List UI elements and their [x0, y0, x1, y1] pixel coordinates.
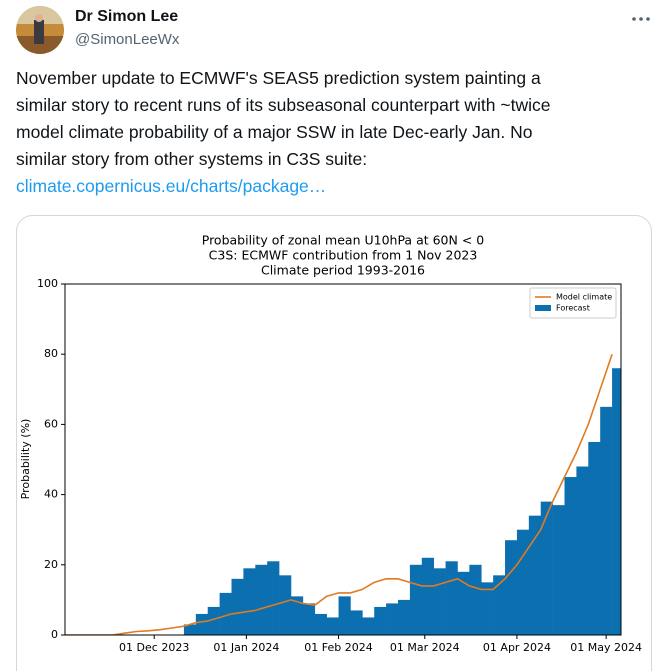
- bar: [576, 466, 589, 635]
- bar: [338, 596, 351, 635]
- line: [65, 353, 613, 635]
- x-tick-label: 01 Mar 2024: [390, 641, 460, 654]
- tweet-text: similar story from other systems in C3S …: [16, 149, 368, 169]
- bar: [552, 505, 565, 635]
- bar: [350, 610, 363, 635]
- bar: [528, 515, 542, 635]
- bar: [243, 568, 256, 635]
- bar: [267, 561, 280, 635]
- bar: [195, 613, 209, 635]
- bar: [231, 578, 244, 635]
- user-handle[interactable]: @SimonLeeWx: [75, 31, 180, 48]
- bar: [481, 582, 494, 635]
- bar: [314, 613, 327, 635]
- bar: [183, 624, 197, 635]
- bar: [219, 592, 232, 635]
- bar: [398, 599, 411, 635]
- bar: [564, 477, 577, 635]
- legend-label: Forecast: [556, 304, 590, 313]
- bar: [279, 575, 292, 635]
- bar: [362, 617, 375, 635]
- bar: [457, 571, 470, 635]
- y-tick-label: 20: [44, 558, 58, 571]
- more-button[interactable]: [632, 17, 650, 21]
- bar: [445, 561, 458, 635]
- chart-title: Probability of zonal mean U10hPa at 60N …: [202, 233, 485, 248]
- y-tick-label: 100: [37, 277, 58, 290]
- bar: [516, 529, 530, 635]
- bar: [302, 603, 316, 635]
- plot-area: [65, 353, 621, 635]
- chart-subtitle: C3S: ECMWF contribution from 1 Nov 2023: [209, 248, 478, 263]
- user-name[interactable]: Dr Simon Lee: [75, 8, 179, 25]
- bar: [600, 406, 613, 635]
- bar: [505, 540, 518, 635]
- bar: [255, 564, 268, 635]
- bar: [290, 596, 304, 635]
- y-tick-label: 40: [44, 488, 58, 501]
- bar: [207, 606, 220, 635]
- bar: [421, 557, 434, 635]
- media-card[interactable]: [16, 215, 652, 671]
- bar: [409, 564, 423, 635]
- x-tick-label: 01 Jan 2024: [213, 641, 279, 654]
- x-tick-label: 01 Apr 2024: [483, 641, 551, 654]
- legend-label: Model climate: [556, 293, 612, 302]
- y-tick-label: 0: [51, 628, 58, 641]
- bar: [326, 617, 339, 635]
- x-tick-label: 01 Feb 2024: [304, 641, 372, 654]
- y-axis-label: Probability (%): [19, 419, 32, 500]
- bar: [469, 564, 482, 635]
- y-tick-label: 80: [44, 347, 58, 360]
- bar: [540, 501, 553, 635]
- y-tick-label: 60: [44, 417, 58, 430]
- tweet-text: model climate probability of a major SSW…: [16, 122, 533, 142]
- avatar[interactable]: [16, 6, 64, 54]
- bar: [588, 441, 601, 635]
- tweet-link[interactable]: climate.copernicus.eu/charts/package…: [16, 176, 327, 196]
- legend-swatch: [535, 305, 551, 311]
- tweet-text: similar story to recent runs of its subs…: [16, 95, 551, 115]
- tweet-text: November update to ECMWF's SEAS5 predict…: [16, 68, 541, 88]
- bar: [493, 575, 506, 635]
- bar: [433, 568, 446, 635]
- bar: [386, 603, 399, 635]
- x-tick-label: 01 May 2024: [570, 641, 642, 654]
- x-tick-label: 01 Dec 2023: [119, 641, 189, 654]
- plot-frame: [64, 283, 622, 636]
- bar: [612, 368, 621, 635]
- chart-subtitle: Climate period 1993-2016: [261, 263, 425, 278]
- bar: [374, 606, 387, 635]
- legend-box: [529, 287, 617, 319]
